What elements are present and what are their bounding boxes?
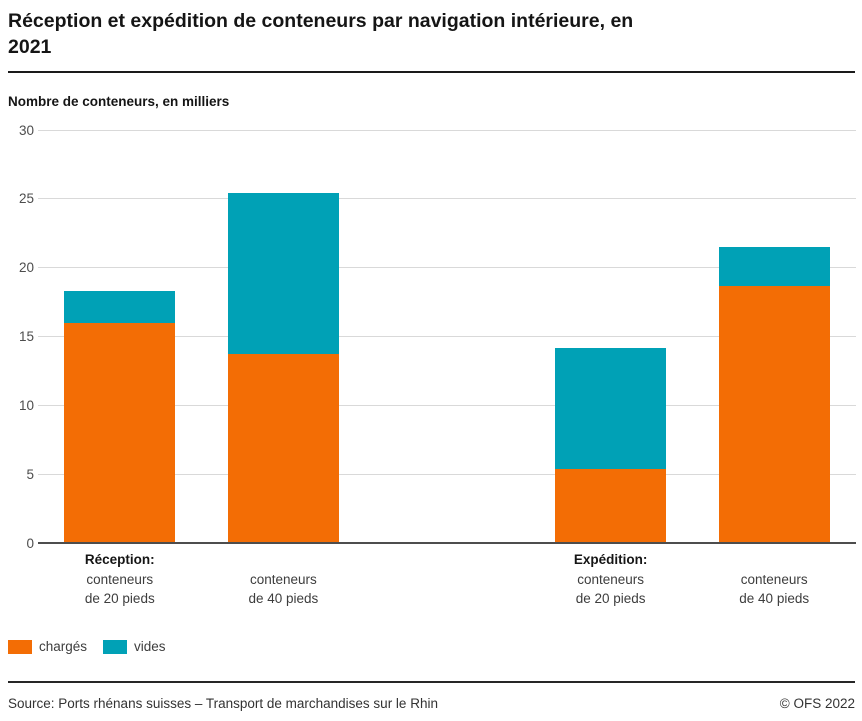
legend-item-chargés: chargés (8, 639, 87, 654)
x-category-group-4 (692, 550, 856, 570)
bar-1-segment-vides (64, 291, 176, 323)
bar-4-segment-chargés (718, 285, 830, 543)
bar-2-segment-chargés (227, 354, 339, 543)
x-axis-baseline (38, 542, 856, 544)
gridline-15 (38, 336, 856, 337)
x-category-label-1: Réception: conteneurs de 20 pieds (38, 550, 202, 609)
y-tick-label-5: 5 (26, 466, 34, 482)
x-category-line-3-2: de 20 pieds (575, 591, 646, 606)
footer-divider (8, 681, 855, 683)
gridline-10 (38, 404, 856, 406)
bar-3-segment-chargés (555, 468, 667, 543)
x-category-line-4-1: conteneurs (740, 571, 808, 587)
copyright-note: © OFS 2022 (779, 696, 855, 711)
gridline-5 (38, 473, 856, 475)
gridline-30 (38, 129, 856, 131)
source-note: Source: Ports rhénans suisses – Transpor… (8, 696, 438, 711)
page-title-line1: Réception et expédition de conteneurs pa… (8, 10, 634, 32)
x-category-line-1-1: conteneurs (86, 571, 154, 587)
legend: chargés vides (8, 639, 166, 654)
plot-area: 0 5 10 15 20 25 30 Réception: conteneurs de 20 pi… (19, 123, 856, 606)
x-category-group-3: Expédition: (573, 552, 648, 567)
x-category-label-3: Expédition: conteneurs de 20 pieds (529, 550, 693, 609)
page-title: Réception et expédition de conteneurs pa… (8, 8, 808, 60)
x-category-line-1-2: de 20 pieds (84, 591, 155, 606)
page-title-line2: 2021 (8, 36, 52, 58)
y-tick-label-20: 20 (18, 260, 34, 276)
legend-label-vides: vides (134, 639, 166, 654)
gridline-25 (38, 198, 856, 200)
bar-3-segment-vides (555, 347, 667, 469)
x-category-label-4: conteneurs de 40 pieds (692, 550, 856, 609)
legend-swatch-chargés (8, 639, 32, 654)
bar-2-segment-vides (227, 193, 339, 355)
x-category-line-4-2: de 40 pieds (739, 591, 810, 606)
x-category-label-2: conteneurs de 40 pieds (202, 550, 366, 609)
y-tick-label-0: 0 (26, 535, 34, 551)
title-divider (8, 71, 855, 73)
y-tick-label-25: 25 (18, 191, 34, 207)
legend-item-vides: vides (103, 639, 166, 654)
x-category-group-1: Réception: (84, 552, 155, 567)
bar-4-segment-vides (718, 247, 830, 286)
y-tick-label-10: 10 (18, 397, 34, 413)
legend-swatch-vides (103, 639, 128, 654)
x-category-line-2-2: de 40 pieds (248, 591, 319, 606)
y-tick-label-30: 30 (18, 122, 34, 138)
gridline-20 (38, 267, 856, 269)
legend-label-chargés: chargés (39, 639, 88, 654)
x-category-group-2 (202, 550, 366, 570)
bar-1-segment-chargés (64, 322, 176, 543)
axis-unit-label: Nombre de conteneurs, en milliers (8, 94, 230, 109)
x-category-line-2-1: conteneurs (249, 571, 317, 587)
x-category-line-3-1: conteneurs (577, 571, 644, 587)
y-tick-label-15: 15 (18, 329, 34, 344)
